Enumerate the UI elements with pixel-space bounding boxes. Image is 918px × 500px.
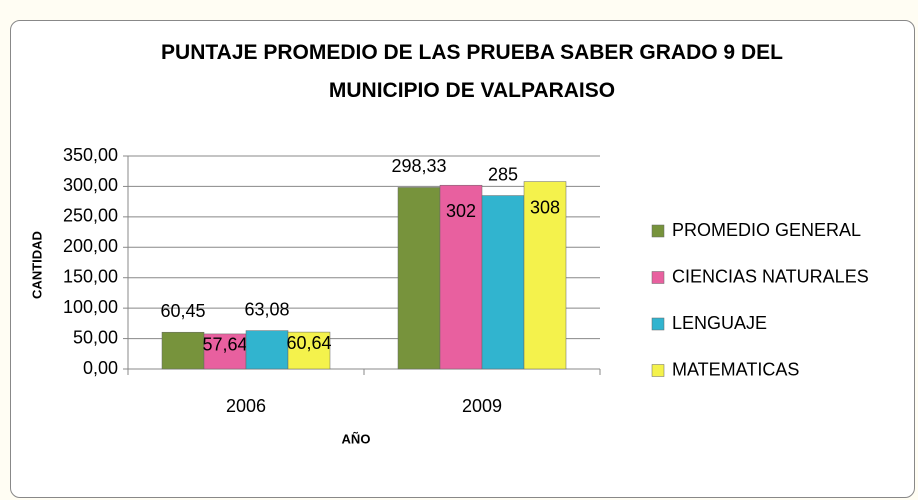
y-tick-label: 200,00: [63, 236, 118, 256]
data-label: 63,08: [244, 299, 289, 319]
data-label: 285: [488, 164, 518, 184]
legend-label: PROMEDIO GENERAL: [672, 220, 861, 240]
y-tick-label: 150,00: [63, 266, 118, 286]
legend-label: CIENCIAS NATURALES: [672, 266, 869, 286]
y-tick-label: 300,00: [63, 175, 118, 195]
chart-title: PUNTAJE PROMEDIO DE LAS PRUEBA SABER GRA…: [161, 41, 783, 102]
legend-swatch: [651, 224, 665, 238]
legend-label: LENGUAJE: [672, 313, 767, 333]
bar: [397, 187, 441, 370]
bar: [481, 195, 525, 370]
legend-swatch: [651, 364, 665, 377]
y-tick-label: 350,00: [63, 145, 118, 165]
bar: [245, 330, 289, 370]
data-label: 60,45: [160, 301, 205, 321]
bar: [161, 331, 205, 370]
y-tick-label: 100,00: [63, 297, 118, 317]
data-label: 57,64: [202, 335, 247, 355]
data-label: 308: [530, 197, 560, 217]
x-axis-title: AÑO: [342, 431, 371, 446]
bar: [439, 184, 483, 370]
data-label: 298,33: [391, 156, 446, 176]
legend-label: MATEMATICAS: [672, 359, 799, 379]
y-tick-label: 50,00: [73, 327, 118, 347]
bar: [203, 333, 247, 370]
legend-swatch: [651, 271, 665, 284]
y-axis-title: CANTIDAD: [29, 231, 44, 299]
data-label: 302: [446, 201, 476, 221]
y-tick-label: 0,00: [83, 358, 118, 378]
x-tick-label: 2009: [462, 396, 502, 416]
y-tick-label: 250,00: [63, 206, 118, 226]
legend-swatch: [651, 317, 665, 331]
data-label: 60,64: [286, 333, 331, 353]
bar: [287, 331, 331, 370]
x-tick-label: 2006: [226, 396, 266, 416]
bar: [523, 181, 567, 370]
